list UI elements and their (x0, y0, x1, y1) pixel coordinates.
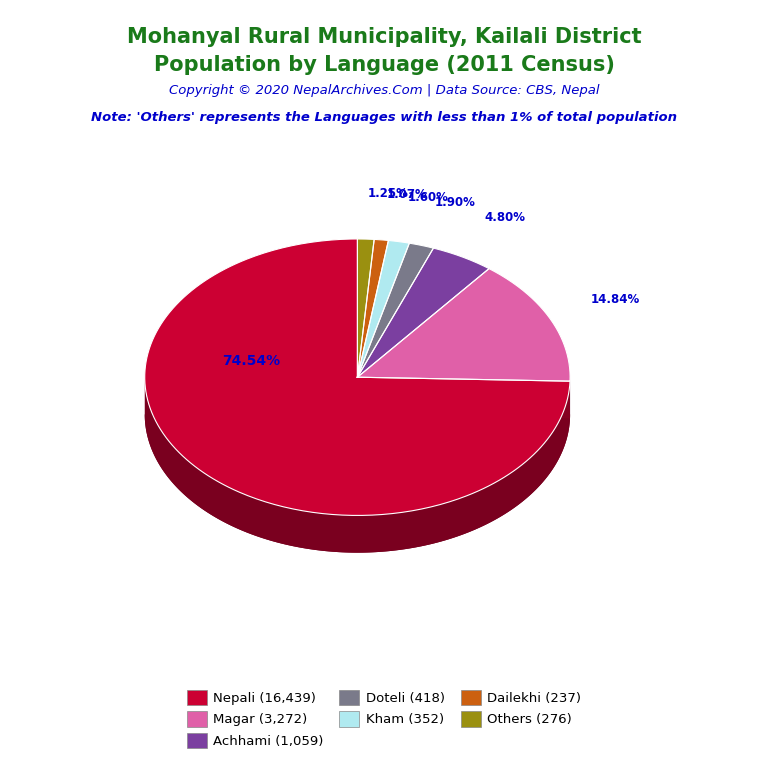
Text: 74.54%: 74.54% (222, 354, 280, 368)
Polygon shape (357, 248, 489, 377)
Legend: Nepali (16,439), Magar (3,272), Achhami (1,059), Doteli (418), Kham (352), Daile: Nepali (16,439), Magar (3,272), Achhami … (181, 684, 587, 753)
Text: 1.90%: 1.90% (435, 196, 476, 209)
Text: 1.25%: 1.25% (368, 187, 409, 200)
Polygon shape (357, 377, 570, 419)
Text: 4.80%: 4.80% (485, 211, 526, 224)
Text: 14.84%: 14.84% (591, 293, 641, 306)
Polygon shape (357, 240, 409, 377)
Text: 1.60%: 1.60% (408, 190, 449, 204)
Text: Population by Language (2011 Census): Population by Language (2011 Census) (154, 55, 614, 75)
Polygon shape (144, 379, 570, 553)
Text: Mohanyal Rural Municipality, Kailali District: Mohanyal Rural Municipality, Kailali Dis… (127, 27, 641, 47)
Text: Copyright © 2020 NepalArchives.Com | Data Source: CBS, Nepal: Copyright © 2020 NepalArchives.Com | Dat… (169, 84, 599, 98)
Text: 1.07%: 1.07% (386, 188, 427, 201)
Polygon shape (357, 239, 374, 377)
Polygon shape (357, 243, 433, 377)
Polygon shape (357, 240, 389, 377)
Text: Note: 'Others' represents the Languages with less than 1% of total population: Note: 'Others' represents the Languages … (91, 111, 677, 124)
Polygon shape (357, 269, 570, 381)
Polygon shape (144, 239, 570, 515)
Polygon shape (144, 415, 570, 553)
Polygon shape (357, 377, 570, 419)
